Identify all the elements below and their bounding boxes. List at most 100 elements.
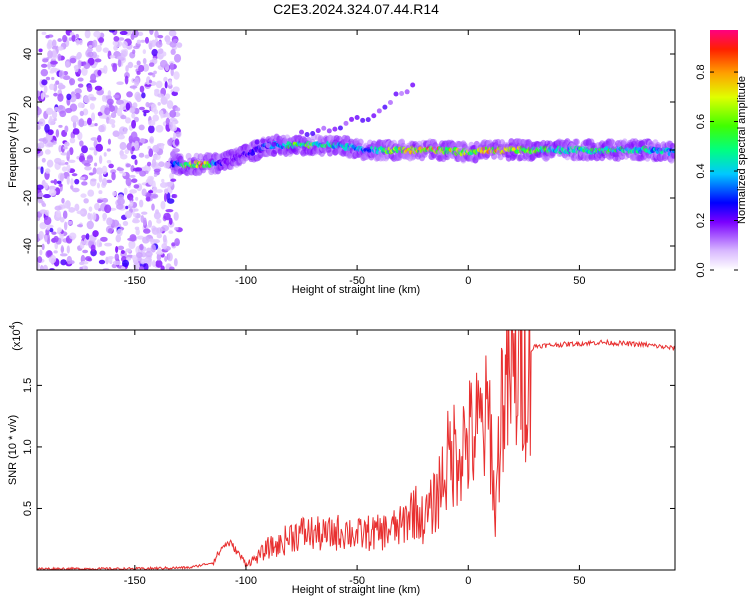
heatmap-cell — [138, 152, 145, 158]
heatmap-cell — [37, 262, 40, 270]
heatmap-cell — [51, 110, 58, 119]
heatmap-cell — [156, 218, 162, 224]
heatmap-cell — [76, 210, 85, 215]
heatmap-cell — [37, 184, 44, 190]
heatmap-cell — [60, 259, 67, 266]
colorbar-tick-label: 0.0 — [695, 262, 707, 277]
heatmap-cell — [98, 125, 105, 133]
heatmap-cell — [133, 184, 140, 189]
heatmap-cell — [152, 186, 158, 194]
heatmap-cell — [110, 112, 117, 119]
heatmap-cell — [115, 234, 122, 243]
heatmap-cell — [76, 52, 81, 60]
heatmap-cell — [83, 95, 91, 104]
heatmap-cell — [62, 34, 68, 43]
heatmap-cell — [37, 256, 43, 264]
heatmap-cell — [410, 82, 416, 88]
heatmap-cell — [53, 178, 58, 185]
heatmap-cell — [66, 255, 72, 265]
heatmap-cell — [101, 178, 108, 186]
heatmap-cell — [349, 116, 355, 122]
heatmap-cell — [74, 203, 80, 212]
heatmap-cell — [138, 124, 145, 131]
heatmap-cell — [169, 266, 175, 270]
heatmap-cell — [77, 59, 82, 69]
heatmap-cell — [117, 245, 125, 251]
x-tick-label: -100 — [235, 275, 257, 287]
heatmap-cell — [139, 137, 146, 144]
heatmap-cell — [153, 154, 161, 161]
heatmap-cell — [38, 48, 43, 53]
heatmap-cell — [168, 230, 174, 234]
heatmap-cell — [134, 226, 140, 231]
heatmap-cell — [94, 123, 98, 127]
heatmap-cell — [78, 39, 83, 46]
heatmap-cell — [53, 235, 59, 243]
heatmap-cell — [158, 161, 165, 168]
heatmap-cell — [136, 39, 142, 45]
heatmap-cell — [75, 33, 80, 39]
heatmap-cell — [78, 118, 85, 128]
heatmap-cell — [104, 107, 111, 116]
heatmap-cell — [117, 37, 125, 41]
heatmap-cell — [139, 243, 144, 251]
heatmap-cell — [133, 208, 139, 212]
heatmap-cell — [121, 259, 130, 268]
heatmap-cell — [165, 93, 171, 100]
heatmap-cell — [51, 45, 58, 50]
heatmap-cell — [88, 45, 93, 49]
heatmap-cell — [152, 114, 160, 122]
heatmap-cell — [88, 206, 93, 212]
heatmap-cell — [109, 54, 116, 59]
heatmap-cell — [81, 234, 87, 240]
heatmap-cell — [87, 212, 91, 220]
heatmap-cell — [126, 91, 133, 98]
heatmap-cell — [140, 39, 146, 43]
snr-scale-factor: (x104) — [8, 321, 23, 351]
heatmap-cell — [151, 48, 158, 57]
heatmap-cell — [49, 70, 55, 74]
heatmap-cell — [142, 63, 150, 72]
heatmap-cell — [77, 77, 84, 82]
heatmap-cell — [152, 144, 160, 153]
heatmap-cell — [147, 119, 156, 126]
heatmap-cell — [107, 255, 114, 260]
heatmap-cell — [125, 177, 132, 187]
heatmap-cell — [96, 182, 101, 189]
heatmap-cell — [142, 109, 150, 114]
heatmap-cell — [51, 49, 58, 58]
heatmap-cell — [156, 253, 162, 261]
heatmap-cell — [93, 30, 101, 38]
heatmap-cell — [83, 198, 89, 204]
snr-panel: -150 -100 -50 0 50 0.5 1.0 1.5 Height of strai… — [7, 321, 676, 596]
heatmap-cell — [106, 217, 113, 226]
heatmap-cell — [387, 100, 393, 106]
heatmap-cell — [88, 172, 94, 176]
heatmap-cell — [100, 236, 108, 242]
heatmap-cell — [148, 190, 154, 194]
heatmap-cell — [119, 142, 127, 151]
heatmap-cell — [43, 193, 52, 199]
heatmap-cell — [357, 138, 364, 146]
heatmap-cell — [147, 220, 152, 228]
heatmap-cell — [40, 68, 49, 77]
heatmap-cell — [166, 100, 174, 109]
heatmap-cell — [70, 184, 74, 190]
heatmap-cell — [131, 254, 138, 261]
y-tick-label: -40 — [22, 238, 34, 254]
heatmap-cell — [125, 163, 131, 168]
heatmap-cell — [113, 45, 118, 51]
heatmap-cell — [68, 206, 76, 213]
heatmap-cell — [153, 70, 157, 75]
heatmap-cell — [169, 137, 173, 147]
heatmap-cell — [101, 165, 108, 175]
heatmap-cell — [66, 150, 71, 157]
heatmap-cell — [169, 109, 177, 118]
heatmap-cell — [37, 125, 41, 130]
heatmap-cell — [147, 72, 154, 76]
heatmap-cell — [51, 39, 57, 48]
heatmap-cell — [59, 110, 67, 118]
heatmap-cell — [68, 159, 76, 164]
heatmap-cell — [72, 128, 80, 135]
